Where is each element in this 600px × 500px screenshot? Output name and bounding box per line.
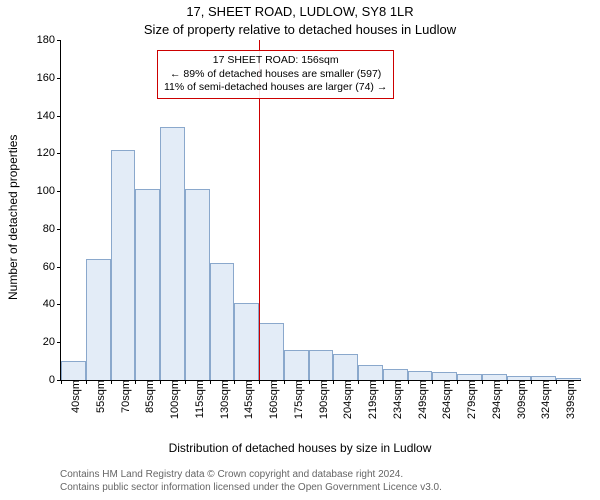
x-tick-mark xyxy=(309,380,310,384)
x-tick-label: 55sqm xyxy=(89,380,107,413)
chart-container: 17, SHEET ROAD, LUDLOW, SY8 1LR Size of … xyxy=(0,0,600,500)
x-tick-label: 234sqm xyxy=(386,380,404,419)
y-tick-mark xyxy=(57,40,61,41)
histogram-bar xyxy=(259,323,284,380)
y-tick-mark xyxy=(57,153,61,154)
y-tick-label: 140 xyxy=(25,110,61,122)
histogram-bar xyxy=(333,354,358,380)
x-tick-mark xyxy=(432,380,433,384)
histogram-bar xyxy=(383,369,408,380)
annotation-line3: 11% of semi-detached houses are larger (… xyxy=(164,81,387,95)
x-tick-label: 249sqm xyxy=(411,380,429,419)
x-tick-mark xyxy=(531,380,532,384)
x-tick-label: 339sqm xyxy=(559,380,577,419)
y-tick-label: 120 xyxy=(25,147,61,159)
title-main: 17, SHEET ROAD, LUDLOW, SY8 1LR xyxy=(0,4,600,19)
x-tick-label: 85sqm xyxy=(138,380,156,413)
y-tick-label: 100 xyxy=(25,185,61,197)
histogram-bar xyxy=(432,372,457,380)
x-tick-mark xyxy=(111,380,112,384)
attribution: Contains HM Land Registry data © Crown c… xyxy=(60,468,442,494)
histogram-bar xyxy=(61,361,86,380)
x-tick-mark xyxy=(234,380,235,384)
x-tick-mark xyxy=(333,380,334,384)
y-tick-label: 60 xyxy=(25,261,61,273)
y-tick-mark xyxy=(57,116,61,117)
x-tick-mark xyxy=(185,380,186,384)
x-tick-mark xyxy=(210,380,211,384)
y-tick-label: 80 xyxy=(25,223,61,235)
y-tick-mark xyxy=(57,78,61,79)
y-tick-label: 20 xyxy=(25,336,61,348)
x-tick-label: 115sqm xyxy=(188,380,206,418)
x-tick-label: 70sqm xyxy=(114,380,132,413)
x-tick-mark xyxy=(507,380,508,384)
title-sub: Size of property relative to detached ho… xyxy=(0,22,600,37)
histogram-bar xyxy=(309,350,334,380)
y-tick-label: 40 xyxy=(25,298,61,310)
x-tick-label: 324sqm xyxy=(534,380,552,419)
histogram-bar xyxy=(111,150,136,380)
histogram-bar xyxy=(234,303,259,380)
x-tick-label: 145sqm xyxy=(237,380,255,419)
y-tick-label: 0 xyxy=(25,374,61,386)
annotation-line2: ← 89% of detached houses are smaller (59… xyxy=(164,68,387,82)
x-tick-mark xyxy=(61,380,62,384)
histogram-bar xyxy=(135,189,160,380)
x-tick-label: 175sqm xyxy=(287,380,305,419)
x-tick-mark xyxy=(160,380,161,384)
x-tick-label: 309sqm xyxy=(510,380,528,419)
x-tick-mark xyxy=(86,380,87,384)
x-tick-label: 204sqm xyxy=(336,380,354,419)
histogram-bar xyxy=(408,371,433,380)
y-tick-mark xyxy=(57,342,61,343)
histogram-bar xyxy=(210,263,235,380)
x-tick-label: 130sqm xyxy=(213,380,231,419)
x-tick-mark xyxy=(135,380,136,384)
y-tick-mark xyxy=(57,304,61,305)
x-tick-label: 40sqm xyxy=(64,380,82,413)
x-tick-mark xyxy=(259,380,260,384)
x-tick-label: 100sqm xyxy=(163,380,181,419)
y-tick-label: 160 xyxy=(25,72,61,84)
x-tick-mark xyxy=(408,380,409,384)
y-tick-label: 180 xyxy=(25,34,61,46)
x-tick-label: 190sqm xyxy=(312,380,330,419)
histogram-bar xyxy=(160,127,185,380)
x-axis-label: Distribution of detached houses by size … xyxy=(0,441,600,455)
attribution-line1: Contains HM Land Registry data © Crown c… xyxy=(60,468,442,481)
annotation-line1: 17 SHEET ROAD: 156sqm xyxy=(164,54,387,68)
x-tick-label: 160sqm xyxy=(262,380,280,419)
y-tick-mark xyxy=(57,229,61,230)
histogram-bar xyxy=(185,189,210,380)
y-tick-mark xyxy=(57,267,61,268)
x-tick-mark xyxy=(358,380,359,384)
attribution-line2: Contains public sector information licen… xyxy=(60,481,442,494)
x-tick-mark xyxy=(457,380,458,384)
y-tick-mark xyxy=(57,191,61,192)
x-tick-label: 264sqm xyxy=(435,380,453,419)
x-tick-mark xyxy=(482,380,483,384)
x-tick-label: 294sqm xyxy=(485,380,503,419)
histogram-bar xyxy=(358,365,383,380)
histogram-bar xyxy=(284,350,309,380)
y-axis-label: Number of detached properties xyxy=(6,135,20,300)
x-tick-label: 279sqm xyxy=(460,380,478,419)
x-tick-mark xyxy=(383,380,384,384)
x-tick-label: 219sqm xyxy=(361,380,379,419)
x-tick-mark xyxy=(556,380,557,384)
annotation-box: 17 SHEET ROAD: 156sqm ← 89% of detached … xyxy=(157,50,394,99)
x-tick-mark xyxy=(284,380,285,384)
plot-area: 02040608010012014016018040sqm55sqm70sqm8… xyxy=(60,40,581,381)
histogram-bar xyxy=(86,259,111,380)
